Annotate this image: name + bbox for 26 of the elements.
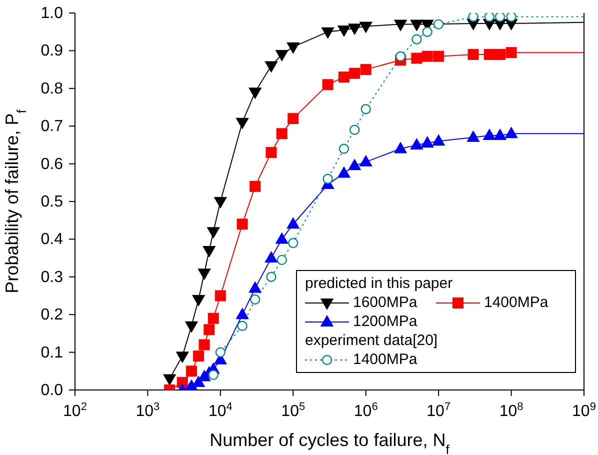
y-tick-label: 0.5: [40, 194, 64, 210]
y-tick-label: 0.9: [40, 42, 64, 60]
y-tick-label: 0.1: [40, 344, 64, 362]
y-tick-label: 0.6: [40, 156, 64, 173]
text: predicted in this paper: [305, 275, 453, 292]
x-tick-label: 10$^{6}$: [354, 401, 378, 420]
x-tick-label: 10$^{8}$: [499, 401, 524, 420]
y-tick-label: 1.0: [40, 5, 64, 22]
legend-label: 1400MPa: [352, 350, 418, 369]
x-tick-label: 10$^{9}$: [572, 401, 596, 420]
x-tick-label: 10$^{2}$: [63, 401, 87, 420]
y-tick-label: 0.7: [40, 118, 64, 136]
y-tick-label: 0.2: [40, 306, 64, 324]
y-tick-label: 0.8: [40, 80, 64, 98]
legend-label: 1200MPa: [352, 312, 418, 331]
text: experiment data[20]: [305, 332, 438, 349]
y-tick-label: 0.0: [40, 382, 64, 399]
x-axis-title: Number of cycles to failure, N$_{f}$: [210, 430, 450, 455]
x-tick-label: 10$^{5}$: [281, 401, 306, 420]
legend-label: 1600MPa: [352, 293, 418, 312]
y-tick-label: 0.3: [40, 268, 64, 286]
x-tick-label: 10$^{3}$: [136, 401, 160, 420]
legend-label: 1400MPa: [483, 293, 550, 312]
x-tick-label: 10$^{4}$: [208, 401, 232, 420]
y-tick-label: 0.4: [40, 231, 64, 248]
x-tick-label: 10$^{7}$: [426, 401, 451, 420]
